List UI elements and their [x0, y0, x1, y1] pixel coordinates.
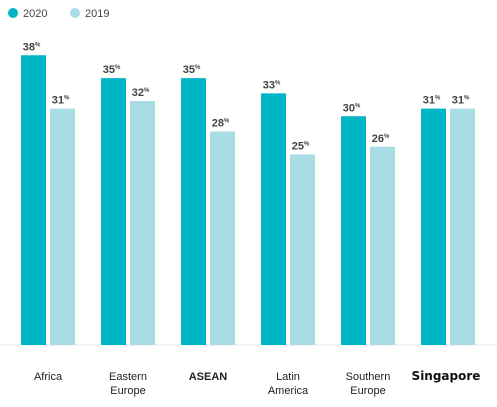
legend-swatch-2020 [8, 8, 18, 18]
bar-latin-america-2020 [261, 93, 286, 345]
x-tick-label-africa: Africa [34, 371, 63, 383]
bar-eastern-europe-2019 [130, 101, 155, 345]
value-label-southern-europe-2019: 26% [372, 133, 390, 145]
bar-latin-america-2019 [290, 154, 315, 345]
bar-africa-2019 [50, 108, 75, 345]
legend-label-2019: 2019 [85, 8, 109, 20]
bars-group [21, 55, 475, 345]
value-label-africa-2019: 31% [52, 95, 70, 107]
bar-southern-europe-2019 [370, 146, 395, 345]
value-label-africa-2020: 38% [23, 41, 41, 53]
value-label-singapore-2020: 31% [423, 95, 441, 107]
value-label-southern-europe-2020: 30% [343, 102, 361, 114]
legend-label-2020: 2020 [23, 8, 47, 20]
bar-asean-2020 [181, 78, 206, 345]
legend-swatch-2019 [70, 8, 80, 18]
legend: 2020 2019 [8, 8, 109, 20]
value-label-latin-america-2020: 33% [263, 79, 281, 91]
x-tick-label-southern-europe: Southern Europe [346, 371, 391, 397]
value-label-latin-america-2019: 25% [292, 140, 310, 152]
value-label-asean-2019: 28% [212, 118, 230, 130]
bar-singapore-2019 [450, 108, 475, 345]
bar-eastern-europe-2020 [101, 78, 126, 345]
bar-asean-2019 [210, 131, 235, 345]
x-tick-label-latin-america: Latin America [268, 371, 309, 397]
bar-southern-europe-2020 [341, 116, 366, 345]
bar-africa-2020 [21, 55, 46, 345]
value-label-asean-2020: 35% [183, 64, 201, 76]
value-label-singapore-2019: 31% [452, 95, 470, 107]
x-tick-label-eastern-europe: Eastern Europe [109, 371, 147, 397]
x-tick-label-singapore: Singapore [412, 369, 481, 383]
bar-singapore-2020 [421, 108, 446, 345]
x-tick-label-asean: ASEAN [189, 371, 228, 383]
value-label-eastern-europe-2020: 35% [103, 64, 121, 76]
value-labels-group: 38% 31% 35% 32% 35% 28% 33% 25% 30% 26% 31% 31% [23, 41, 470, 152]
x-axis-tick-labels: Africa Eastern Europe ASEAN Latin America Sout… [34, 369, 481, 397]
value-label-eastern-europe-2019: 32% [132, 87, 150, 99]
